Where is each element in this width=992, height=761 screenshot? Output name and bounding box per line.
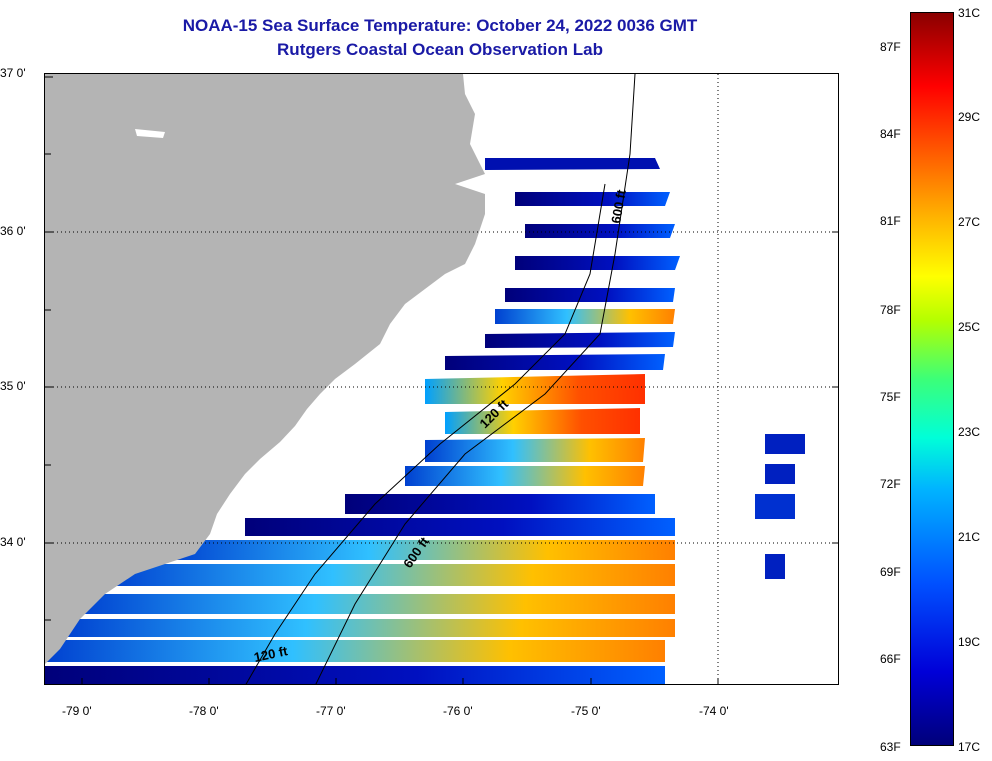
- colorbar-c-label: 19C: [958, 635, 981, 649]
- colorbar-f-label: 81F: [880, 214, 901, 228]
- colorbar-f-label: 69F: [880, 565, 901, 579]
- swath-band: [45, 640, 665, 662]
- offshore-patch: [765, 464, 795, 484]
- swath-band: [75, 594, 675, 614]
- colorbar-f-label: 87F: [880, 40, 901, 54]
- swath-band: [105, 564, 675, 586]
- swath-band: [45, 666, 665, 684]
- swath-band: [515, 192, 670, 206]
- isobath-label: 600 ft: [608, 188, 629, 225]
- lon-label: -78 0': [189, 704, 219, 718]
- colorbar-f-label: 66F: [880, 652, 901, 666]
- sound-water: [415, 174, 507, 324]
- colorbar-f-label: 84F: [880, 127, 901, 141]
- colorbar-c-label: 25C: [958, 320, 981, 334]
- map-subtitle: Rutgers Coastal Ocean Observation Lab: [277, 40, 603, 59]
- swath-band: [60, 619, 675, 637]
- offshore-patch: [765, 434, 805, 454]
- colorbar-c-label: 31C: [958, 6, 981, 20]
- lon-label: -76 0': [443, 704, 473, 718]
- river-water: [135, 129, 165, 138]
- swath-band: [445, 354, 665, 370]
- lat-label: 36 0': [0, 224, 26, 238]
- grid: [45, 74, 838, 684]
- offshore-patch: [755, 494, 795, 519]
- lon-label: -74 0': [699, 704, 729, 718]
- lat-label: 34 0': [0, 535, 26, 549]
- swath-band: [485, 332, 675, 348]
- swath-band: [515, 256, 680, 270]
- sst-map-canvas: 600 ft 120 ft 600 ft 120 ft: [45, 74, 838, 684]
- colorbar-c-label: 23C: [958, 425, 981, 439]
- ticks: [45, 76, 838, 684]
- lat-label: 37 0': [0, 66, 26, 80]
- lon-label: -79 0': [62, 704, 92, 718]
- colorbar-f-label: 78F: [880, 303, 901, 317]
- colorbar-c-label: 21C: [958, 530, 981, 544]
- lat-label: 35 0': [0, 379, 26, 393]
- swath-band: [425, 374, 645, 404]
- swath-band: [505, 288, 675, 302]
- sst-swaths: [45, 158, 805, 684]
- map-title: NOAA-15 Sea Surface Temperature: October…: [182, 16, 698, 35]
- colorbar-f-label: 72F: [880, 477, 901, 491]
- colorbar-c-label: 29C: [958, 110, 981, 124]
- swath-band: [485, 158, 660, 170]
- colorbar-f-label: 75F: [880, 390, 901, 404]
- swath-band: [165, 540, 675, 560]
- swath-band: [425, 438, 645, 462]
- swath-band: [495, 309, 675, 324]
- lon-label: -75 0': [571, 704, 601, 718]
- isobath-lines: [245, 74, 636, 684]
- land-mass: [45, 74, 485, 664]
- swath-band: [345, 494, 655, 514]
- swath-band: [525, 224, 675, 238]
- lon-label: -77 0': [316, 704, 346, 718]
- isobath-label: 120 ft: [253, 643, 290, 665]
- colorbar-c-label: 27C: [958, 215, 981, 229]
- swath-band: [245, 518, 675, 536]
- colorbar-f-label: 63F: [880, 740, 901, 754]
- swath-band: [405, 466, 645, 486]
- offshore-patch: [765, 554, 785, 579]
- colorbar-c-label: 17C: [958, 740, 981, 754]
- sst-map: 600 ft 120 ft 600 ft 120 ft: [44, 73, 839, 685]
- swath-band: [445, 408, 640, 434]
- temperature-colorbar: [910, 12, 954, 746]
